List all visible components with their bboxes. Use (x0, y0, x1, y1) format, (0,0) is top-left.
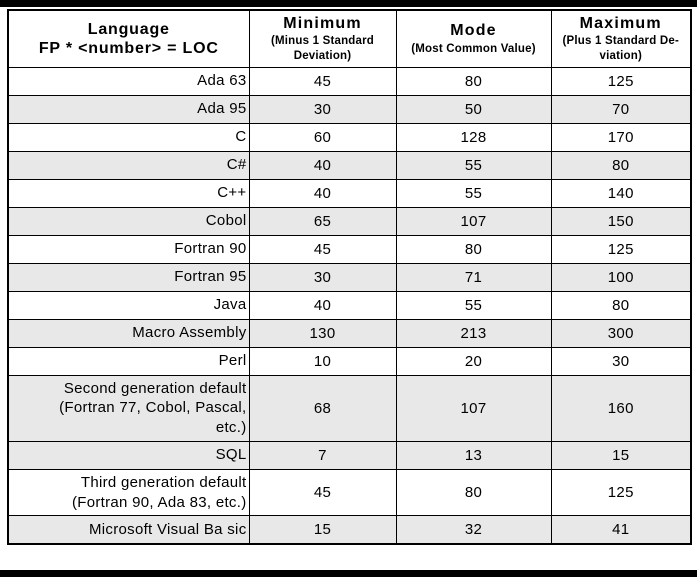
language-cell: Ada 63 (7, 66, 250, 96)
language-cell: Ada 95 (7, 94, 250, 124)
table-row: Fortran 90 45 80 125 (7, 234, 692, 264)
language-cell: C# (7, 150, 250, 180)
table-header: Language FP * <number> = LOC Minimum (Mi… (7, 9, 692, 68)
minimum-header-title: Minimum (283, 15, 362, 33)
mode-cell: 80 (395, 66, 552, 96)
minimum-column-header: Minimum (Minus 1 Standard Deviation) (248, 9, 397, 68)
table-row: Ada 63 45 80 125 (7, 66, 692, 96)
mode-cell: 55 (395, 178, 552, 208)
table-row: SQL 7 13 15 (7, 440, 692, 470)
mode-cell: 128 (395, 122, 552, 152)
minimum-cell: 60 (248, 122, 397, 152)
fp-loc-conversion-table: Language FP * <number> = LOC Minimum (Mi… (7, 9, 692, 545)
maximum-header-subtitle: (Plus 1 Standard De- viation) (562, 35, 679, 62)
mode-cell: 71 (395, 262, 552, 292)
minimum-cell: 40 (248, 290, 397, 320)
mode-cell: 80 (395, 234, 552, 264)
language-cell: Perl (7, 346, 250, 376)
mode-cell: 32 (395, 515, 552, 545)
minimum-cell: 10 (248, 346, 397, 376)
mode-cell: 55 (395, 150, 552, 180)
minimum-cell: 68 (248, 374, 397, 442)
table-row: Macro Assembly 130 213 300 (7, 318, 692, 348)
language-cell: Second generation default (Fortran 77, C… (7, 374, 250, 442)
mode-cell: 107 (395, 374, 552, 442)
bottom-rule (0, 570, 697, 577)
minimum-cell: 130 (248, 318, 397, 348)
table-row: C# 40 55 80 (7, 150, 692, 180)
language-cell: Macro Assembly (7, 318, 250, 348)
language-header-formula: FP * <number> = LOC (38, 39, 219, 57)
mode-cell: 20 (395, 346, 552, 376)
mode-cell: 213 (395, 318, 552, 348)
maximum-header-title: Maximum (579, 15, 662, 33)
maximum-cell: 170 (550, 122, 692, 152)
maximum-cell: 100 (550, 262, 692, 292)
maximum-cell: 41 (550, 515, 692, 545)
language-cell: Fortran 95 (7, 262, 250, 292)
maximum-cell: 150 (550, 206, 692, 236)
language-cell: Cobol (7, 206, 250, 236)
minimum-cell: 40 (248, 150, 397, 180)
maximum-cell: 300 (550, 318, 692, 348)
mode-cell: 13 (395, 440, 552, 470)
mode-cell: 107 (395, 206, 552, 236)
language-column-header: Language FP * <number> = LOC (7, 9, 250, 68)
minimum-cell: 65 (248, 206, 397, 236)
minimum-cell: 30 (248, 262, 397, 292)
mode-cell: 55 (395, 290, 552, 320)
table-row: C++ 40 55 140 (7, 178, 692, 208)
maximum-column-header: Maximum (Plus 1 Standard De- viation) (550, 9, 692, 68)
maximum-cell: 15 (550, 440, 692, 470)
minimum-cell: 30 (248, 94, 397, 124)
minimum-cell: 45 (248, 234, 397, 264)
mode-header-title: Mode (450, 22, 497, 40)
language-cell: Third generation default (Fortran 90, Ad… (7, 468, 250, 517)
minimum-cell: 7 (248, 440, 397, 470)
language-header-title: Language (87, 20, 170, 38)
table-row: Java 40 55 80 (7, 290, 692, 320)
language-cell: SQL (7, 440, 250, 470)
table-row: Second generation default (Fortran 77, C… (7, 374, 692, 442)
top-rule (0, 0, 697, 7)
table-row: Third generation default (Fortran 90, Ad… (7, 468, 692, 517)
maximum-cell: 125 (550, 66, 692, 96)
minimum-cell: 45 (248, 66, 397, 96)
maximum-cell: 80 (550, 150, 692, 180)
maximum-cell: 80 (550, 290, 692, 320)
table-row: Ada 95 30 50 70 (7, 94, 692, 124)
header-row: Language FP * <number> = LOC Minimum (Mi… (7, 9, 692, 68)
mode-column-header: Mode (Most Common Value) (395, 9, 552, 68)
language-cell: Fortran 90 (7, 234, 250, 264)
table-row: Cobol 65 107 150 (7, 206, 692, 236)
maximum-cell: 30 (550, 346, 692, 376)
language-cell: C++ (7, 178, 250, 208)
maximum-cell: 125 (550, 468, 692, 517)
mode-cell: 80 (395, 468, 552, 517)
mode-cell: 50 (395, 94, 552, 124)
table-row: Microsoft Visual Ba sic 15 32 41 (7, 515, 692, 545)
maximum-cell: 140 (550, 178, 692, 208)
table-row: Perl 10 20 30 (7, 346, 692, 376)
table-body: Ada 63 45 80 125 Ada 95 30 50 70 C 60 128 170 C# 40 55… (7, 66, 692, 545)
language-cell: Microsoft Visual Ba sic (7, 515, 250, 545)
language-cell: Java (7, 290, 250, 320)
language-cell: C (7, 122, 250, 152)
maximum-cell: 160 (550, 374, 692, 442)
table-row: C 60 128 170 (7, 122, 692, 152)
minimum-cell: 45 (248, 468, 397, 517)
maximum-cell: 125 (550, 234, 692, 264)
table-row: Fortran 95 30 71 100 (7, 262, 692, 292)
minimum-header-subtitle: (Minus 1 Standard Deviation) (270, 35, 375, 62)
minimum-cell: 40 (248, 178, 397, 208)
mode-header-subtitle: (Most Common Value) (411, 42, 536, 55)
maximum-cell: 70 (550, 94, 692, 124)
minimum-cell: 15 (248, 515, 397, 545)
